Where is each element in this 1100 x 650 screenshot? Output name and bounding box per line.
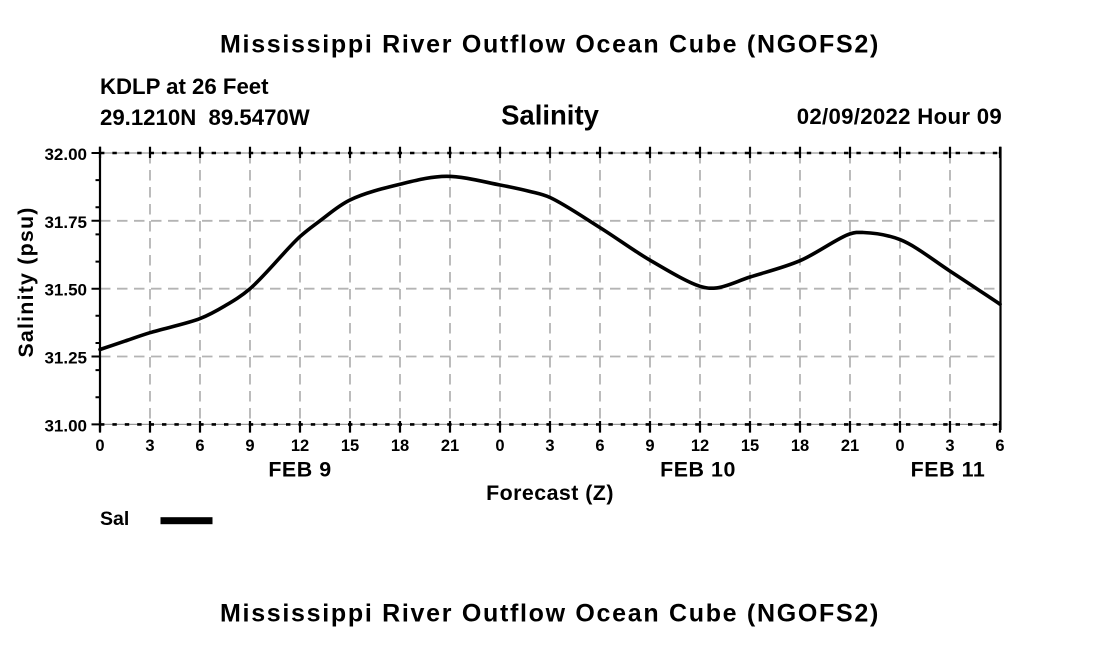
svg-text:0: 0 xyxy=(495,437,504,455)
svg-text:18: 18 xyxy=(791,437,809,455)
svg-text:29.1210N 89.5470W: 29.1210N 89.5470W xyxy=(100,105,310,130)
svg-text:3: 3 xyxy=(545,437,554,455)
svg-text:21: 21 xyxy=(441,437,459,455)
svg-text:3: 3 xyxy=(145,437,154,455)
svg-text:FEB 10: FEB 10 xyxy=(660,458,736,482)
svg-text:9: 9 xyxy=(245,437,254,455)
svg-text:Mississippi River Outflow Ocea: Mississippi River Outflow Ocean Cube (NG… xyxy=(220,31,880,59)
svg-text:18: 18 xyxy=(391,437,409,455)
svg-text:12: 12 xyxy=(291,437,309,455)
svg-text:FEB 9: FEB 9 xyxy=(268,458,331,482)
svg-text:Mississippi River Outflow Ocea: Mississippi River Outflow Ocean Cube (NG… xyxy=(220,600,880,628)
svg-text:KDLP at 26 Feet: KDLP at 26 Feet xyxy=(100,74,269,99)
svg-text:Salinity (psu): Salinity (psu) xyxy=(14,206,38,357)
svg-text:FEB 11: FEB 11 xyxy=(911,458,986,482)
svg-text:31.75: 31.75 xyxy=(44,213,87,232)
svg-text:Sal: Sal xyxy=(100,508,129,530)
svg-text:0: 0 xyxy=(895,437,904,455)
svg-text:3: 3 xyxy=(945,437,954,455)
svg-text:21: 21 xyxy=(841,437,859,455)
svg-text:15: 15 xyxy=(341,437,359,455)
svg-text:Forecast (Z): Forecast (Z) xyxy=(486,481,614,505)
svg-text:15: 15 xyxy=(741,437,759,455)
svg-text:Salinity: Salinity xyxy=(501,100,600,131)
svg-text:12: 12 xyxy=(691,437,709,455)
svg-text:6: 6 xyxy=(195,437,204,455)
svg-text:31.00: 31.00 xyxy=(44,416,87,435)
svg-text:31.50: 31.50 xyxy=(44,281,87,300)
svg-text:6: 6 xyxy=(995,437,1004,455)
svg-text:9: 9 xyxy=(645,437,654,455)
svg-text:31.25: 31.25 xyxy=(44,349,87,368)
svg-text:32.00: 32.00 xyxy=(44,145,87,164)
svg-text:02/09/2022 Hour 09: 02/09/2022 Hour 09 xyxy=(797,104,1002,129)
svg-text:0: 0 xyxy=(95,437,104,455)
svg-text:6: 6 xyxy=(595,437,604,455)
